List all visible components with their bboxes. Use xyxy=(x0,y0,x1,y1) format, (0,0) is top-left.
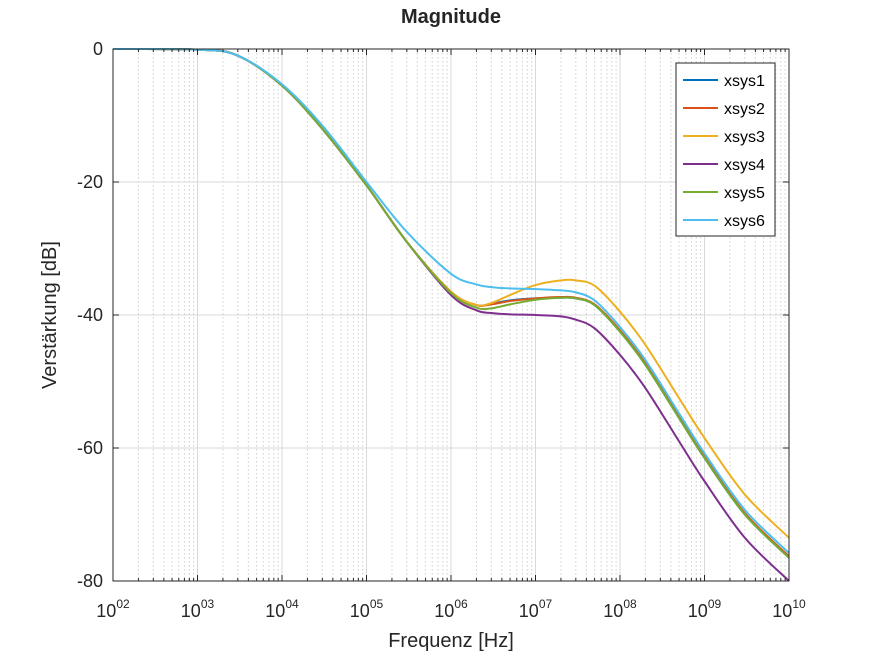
legend: xsys1 xsys2 xsys3 xsys4 xsys5 xsys6 xyxy=(675,62,776,237)
x-tick-exponent: 06 xyxy=(454,597,468,611)
y-tick-label: 0 xyxy=(93,39,103,59)
x-tick-base: 10 xyxy=(350,601,370,621)
x-tick-label: 1009 xyxy=(688,597,722,621)
x-tick-exponent: 07 xyxy=(539,597,553,611)
x-tick-exponent: 08 xyxy=(623,597,637,611)
x-tick-base: 10 xyxy=(96,601,116,621)
x-tick-base: 10 xyxy=(265,601,285,621)
y-tick-label: -80 xyxy=(77,571,103,591)
x-tick-exponent: 09 xyxy=(708,597,722,611)
x-tick-label: 1007 xyxy=(519,597,553,621)
x-tick-base: 10 xyxy=(519,601,539,621)
series-line-xsys5 xyxy=(112,47,790,559)
legend-label-xsys3: xsys3 xyxy=(724,129,765,146)
x-tick-label: 1008 xyxy=(603,597,637,621)
x-tick-base: 10 xyxy=(603,601,623,621)
x-tick-label: 1005 xyxy=(350,597,384,621)
x-tick-label: 1010 xyxy=(772,597,806,621)
legend-label-xsys6: xsys6 xyxy=(724,213,765,230)
series-line-xsys6 xyxy=(112,47,790,554)
x-tick-exponent: 02 xyxy=(116,597,130,611)
legend-label-xsys2: xsys2 xyxy=(724,101,765,118)
legend-box xyxy=(675,62,776,237)
x-tick-label: 1006 xyxy=(434,597,468,621)
legend-label-xsys5: xsys5 xyxy=(724,185,765,202)
x-axis-label: Frequenz [Hz] xyxy=(388,630,514,652)
x-tick-label: 1003 xyxy=(181,597,215,621)
y-tick-label: -60 xyxy=(77,438,103,458)
x-tick-exponent: 04 xyxy=(285,597,299,611)
x-tick-base: 10 xyxy=(434,601,454,621)
series-layer xyxy=(112,47,790,582)
x-tick-label: 1004 xyxy=(265,597,299,621)
legend-label-xsys1: xsys1 xyxy=(724,73,765,90)
y-axis-label: Verstärkung [dB] xyxy=(39,241,61,389)
tick-layer: 1002 1003 1004 1005 1006 1007 1008 1009 10100-20… xyxy=(77,39,806,621)
x-tick-exponent: 10 xyxy=(792,597,806,611)
x-tick-exponent: 03 xyxy=(201,597,215,611)
y-tick-label: -20 xyxy=(77,172,103,192)
y-tick-label: -40 xyxy=(77,305,103,325)
x-tick-base: 10 xyxy=(688,601,708,621)
x-tick-label: 1002 xyxy=(96,597,130,621)
chart-title: Magnitude xyxy=(401,6,501,28)
x-tick-base: 10 xyxy=(181,601,201,621)
x-tick-exponent: 05 xyxy=(370,597,384,611)
legend-label-xsys4: xsys4 xyxy=(724,157,765,174)
x-tick-base: 10 xyxy=(772,601,792,621)
